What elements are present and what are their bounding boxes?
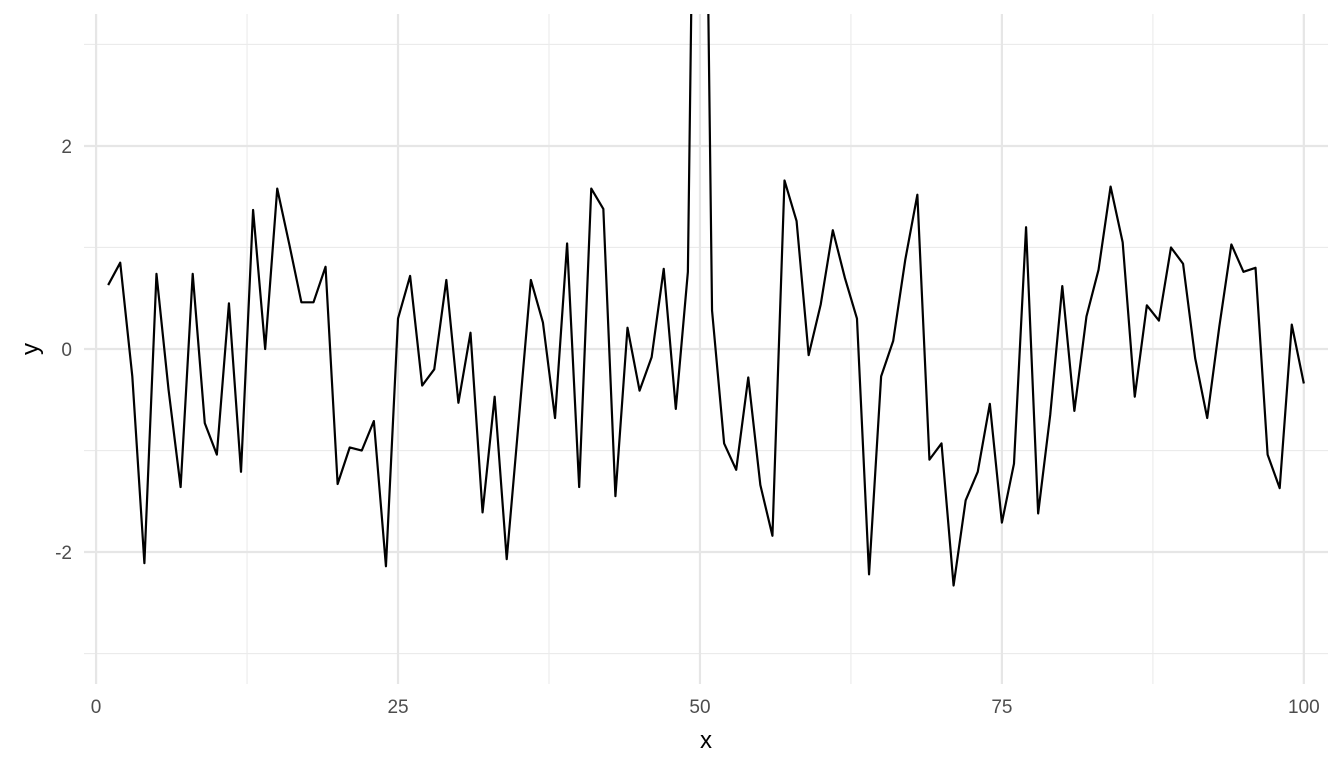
y-tick-label: 2 <box>61 137 72 158</box>
series-line <box>107 14 1305 587</box>
minor-gridlines <box>84 14 1328 684</box>
x-axis-title: x <box>700 727 712 754</box>
y-axis-title: y <box>17 343 44 355</box>
x-tick-label: 50 <box>689 697 710 718</box>
x-axis-tick-labels: 0 25 50 75 100 <box>91 697 1320 718</box>
x-tick-label: 100 <box>1288 697 1320 718</box>
y-tick-label: 0 <box>61 340 72 361</box>
major-gridlines <box>84 14 1328 684</box>
x-tick-label: 25 <box>387 697 408 718</box>
y-axis-tick-labels: -2 0 2 <box>55 137 72 564</box>
x-tick-label: 75 <box>991 697 1012 718</box>
x-tick-label: 0 <box>91 697 102 718</box>
y-tick-label: -2 <box>55 543 72 564</box>
